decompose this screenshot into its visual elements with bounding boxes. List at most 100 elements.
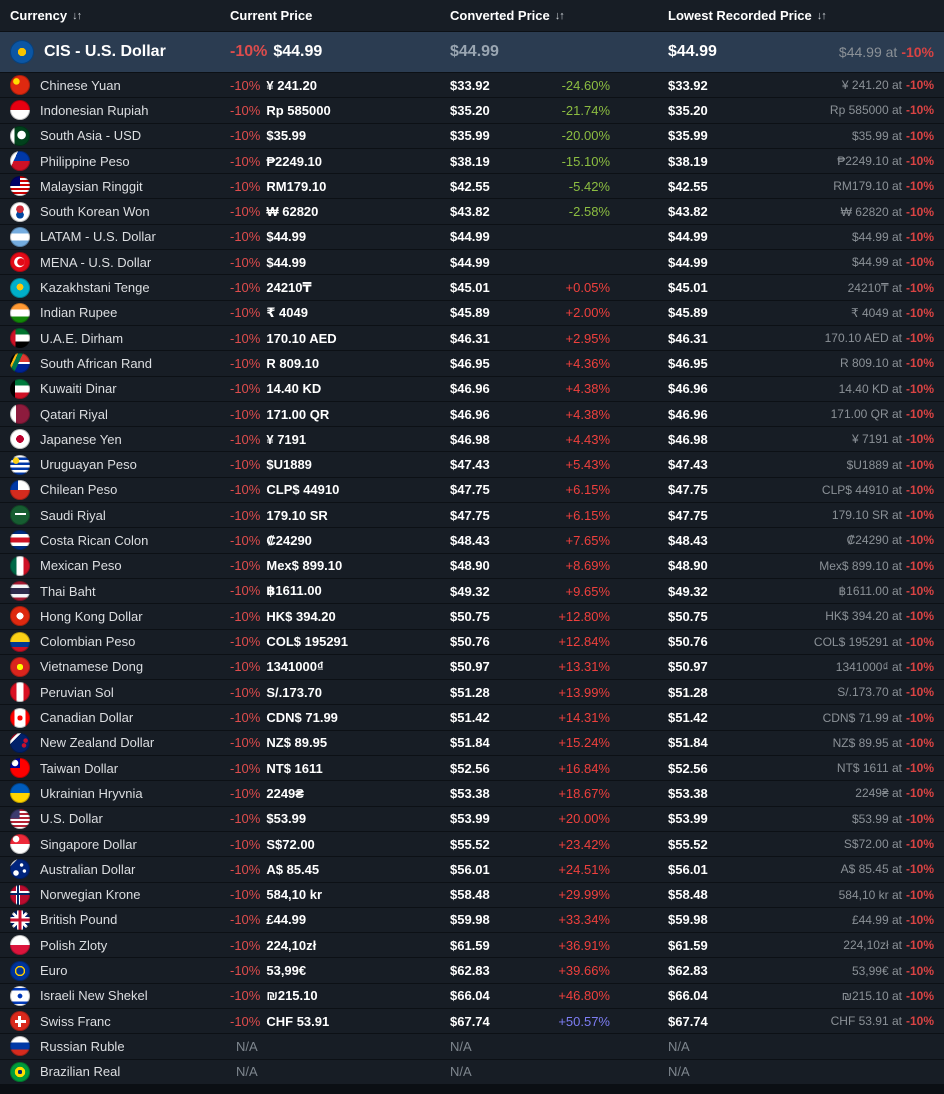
- current-price: CHF 53.91: [266, 1013, 330, 1029]
- converted-price: $53.38: [450, 785, 490, 801]
- lowest-price: $50.75: [668, 608, 708, 624]
- lowest-price-cell: $52.56 NT$ 1611 at -10%: [668, 761, 934, 776]
- discount-badge: -10%: [230, 558, 261, 574]
- currency-cell: Euro: [10, 960, 230, 981]
- lowest-price-cell: $62.83 53,99€ at -10%: [668, 963, 934, 978]
- current-price: $44.99: [266, 229, 307, 245]
- lowest-price: $38.19: [668, 153, 708, 169]
- currency-cell: Kuwaiti Dinar: [10, 378, 230, 399]
- lowest-price: $46.96: [668, 406, 708, 422]
- flag-south-asia-icon: [10, 125, 30, 146]
- sort-arrows-icon[interactable]: ↓↑: [554, 9, 565, 22]
- flag-eu-icon: [10, 960, 30, 981]
- currency-name: South Korean Won: [40, 204, 150, 220]
- currency-name: Indian Rupee: [40, 305, 118, 321]
- header-current-price: Current Price: [230, 8, 450, 23]
- currency-cell: South Asia - USD: [10, 125, 230, 146]
- converted-price-cell: $47.75 +6.15%: [450, 508, 668, 523]
- currency-name: Kuwaiti Dinar: [40, 381, 117, 397]
- lowest-price-detail: £44.99 at -10%: [852, 913, 934, 927]
- lowest-price-cell: $47.75 CLP$ 44910 at -10%: [668, 482, 934, 497]
- converted-price-cell: N/A: [450, 1064, 668, 1079]
- table-row: Thai Baht -10% ฿1611.00 $49.32 +9.65% $4…: [0, 577, 944, 604]
- lowest-price-local: ₪215.10 at: [841, 988, 902, 1003]
- current-price-cell: -10% NZ$ 89.95: [230, 735, 450, 750]
- sort-arrows-icon[interactable]: ↓↑: [816, 9, 827, 22]
- header-currency[interactable]: Currency ↓↑: [10, 8, 230, 23]
- current-price-cell: -10% S$72.00: [230, 837, 450, 852]
- current-price-cell: -10% 171.00 QR: [230, 407, 450, 422]
- current-price-cell: -10% ₪215.10: [230, 988, 450, 1003]
- converted-price: $62.83: [450, 963, 490, 979]
- lowest-price: $33.92: [668, 77, 708, 93]
- lowest-price-discount: -10%: [905, 432, 934, 447]
- currency-name: Philippine Peso: [40, 153, 130, 169]
- lowest-price-cell: $46.31 170.10 AED at -10%: [668, 331, 934, 346]
- lowest-price-local: NT$ 1611 at: [836, 761, 902, 776]
- lowest-price: $56.01: [668, 861, 708, 877]
- lowest-price-detail: $53.99 at -10%: [852, 812, 934, 826]
- converted-price-cell: $35.20 -21.74%: [450, 103, 668, 118]
- currency-cell: Mexican Peso: [10, 555, 230, 576]
- current-price-cell: -10% £44.99: [230, 912, 450, 927]
- percent-difference: +4.38%: [565, 406, 610, 422]
- discount-badge: -10%: [230, 684, 261, 700]
- converted-price-cell: $51.28 +13.99%: [450, 685, 668, 700]
- lowest-price-local: ₹ 4049 at: [850, 305, 902, 320]
- lowest-price-detail: 1341000₫ at -10%: [836, 660, 934, 674]
- lowest-price-discount: -10%: [905, 331, 934, 346]
- header-converted-price[interactable]: Converted Price ↓↑: [450, 8, 668, 23]
- current-price: Rp 585000: [266, 102, 331, 118]
- lowest-price-discount: -10%: [905, 103, 934, 118]
- lowest-price-cell: $61.59 224,10zł at -10%: [668, 938, 934, 953]
- table-row: Vietnamese Dong -10% 1341000₫ $50.97 +13…: [0, 653, 944, 680]
- lowest-price-discount: -10%: [905, 179, 934, 194]
- lowest-price-cell: $46.96 171.00 QR at -10%: [668, 407, 934, 422]
- lowest-price-local: $U1889 at: [846, 457, 902, 472]
- lowest-price-cell: $59.98 £44.99 at -10%: [668, 912, 934, 927]
- discount-badge: -10%: [230, 330, 261, 346]
- current-price-cell: -10% ₩ 62820: [230, 204, 450, 219]
- converted-price: $45.89: [450, 305, 490, 321]
- lowest-price-local: ₱2249.10 at: [837, 154, 902, 169]
- converted-price-cell: $38.19 -15.10%: [450, 154, 668, 169]
- table-row: Russian Ruble N/A N/A N/A: [0, 1033, 944, 1059]
- converted-price-cell: $51.42 +14.31%: [450, 710, 668, 725]
- sort-arrows-icon[interactable]: ↓↑: [72, 9, 82, 22]
- currency-name: British Pound: [40, 912, 118, 928]
- discount-badge: -10%: [230, 43, 268, 60]
- lowest-price-cell: $48.90 Mex$ 899.10 at -10%: [668, 558, 934, 573]
- lowest-price-detail: ¥ 7191 at -10%: [852, 432, 934, 446]
- lowest-price-discount: -10%: [905, 508, 934, 523]
- lowest-price-local: NZ$ 89.95 at: [832, 735, 902, 750]
- converted-price: $46.96: [450, 406, 490, 422]
- table-row: New Zealand Dollar -10% NZ$ 89.95 $51.84…: [0, 729, 944, 756]
- table-row: Chilean Peso -10% CLP$ 44910 $47.75 +6.1…: [0, 476, 944, 503]
- current-price: ₪215.10: [266, 988, 318, 1004]
- lowest-price-discount: -10%: [905, 584, 934, 599]
- converted-price: $47.75: [450, 482, 490, 498]
- current-price: $35.99: [266, 128, 307, 144]
- currency-cell: U.A.E. Dirham: [10, 328, 230, 349]
- currency-name: Brazilian Real: [40, 1064, 121, 1080]
- flag-qatar-icon: [10, 404, 30, 424]
- currency-cell: Taiwan Dollar: [10, 758, 230, 779]
- currency-name: Russian Ruble: [40, 1038, 125, 1054]
- converted-price-cell: $51.84 +15.24%: [450, 735, 668, 750]
- flag-uk-icon: [10, 909, 30, 930]
- converted-price: $59.98: [450, 912, 490, 928]
- percent-difference: +29.99%: [558, 887, 610, 903]
- current-price-cell: -10% ¥ 241.20: [230, 78, 450, 93]
- table-row: Ukrainian Hryvnia -10% 2249₴ $53.38 +18.…: [0, 780, 944, 806]
- currency-name: Saudi Riyal: [40, 507, 106, 523]
- lowest-price-local: ¥ 7191 at: [851, 432, 902, 447]
- current-price: CLP$ 44910: [266, 482, 340, 498]
- current-price: ₩ 62820: [266, 204, 319, 220]
- currency-cell: Ukrainian Hryvnia: [10, 783, 230, 804]
- discount-badge: -10%: [230, 406, 261, 422]
- lowest-price-detail: $44.99 at -10%: [852, 255, 934, 269]
- percent-difference: +2.95%: [565, 330, 610, 346]
- header-lowest-price[interactable]: Lowest Recorded Price ↓↑: [668, 8, 934, 23]
- table-row: U.A.E. Dirham -10% 170.10 AED $46.31 +2.…: [0, 324, 944, 351]
- current-price: 53,99€: [266, 963, 307, 979]
